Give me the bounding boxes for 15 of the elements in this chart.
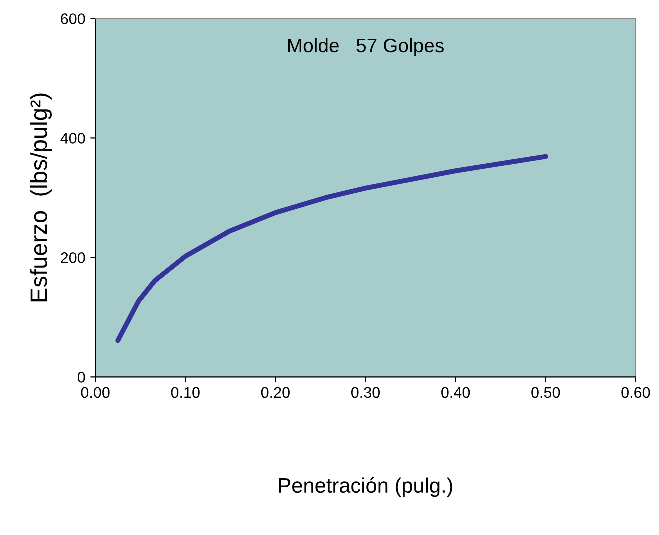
y-tick-label: 600 [61, 14, 86, 24]
x-tick-label: 0.00 [81, 387, 110, 398]
x-tick-label: 0.30 [351, 387, 380, 398]
text: Molde 57 Golpes [288, 38, 444, 56]
x-tick-label: 0.40 [442, 387, 470, 398]
x-axis-title: Penetración (pulg.) [279, 478, 452, 498]
y-tick-label: 400 [60, 133, 86, 144]
y-axis-title: Esfuerzo (lbs/pulg²) [30, 94, 52, 302]
x-tick-label: 0.60 [622, 387, 650, 398]
y-tick-label: 0 [78, 372, 86, 383]
line-series [116, 154, 548, 344]
x-tick-label: 0.10 [171, 387, 200, 398]
x-tick-label: 0.20 [261, 387, 290, 398]
x-tick-label: 0.50 [532, 387, 560, 398]
y-tick-label: 200 [61, 252, 86, 264]
